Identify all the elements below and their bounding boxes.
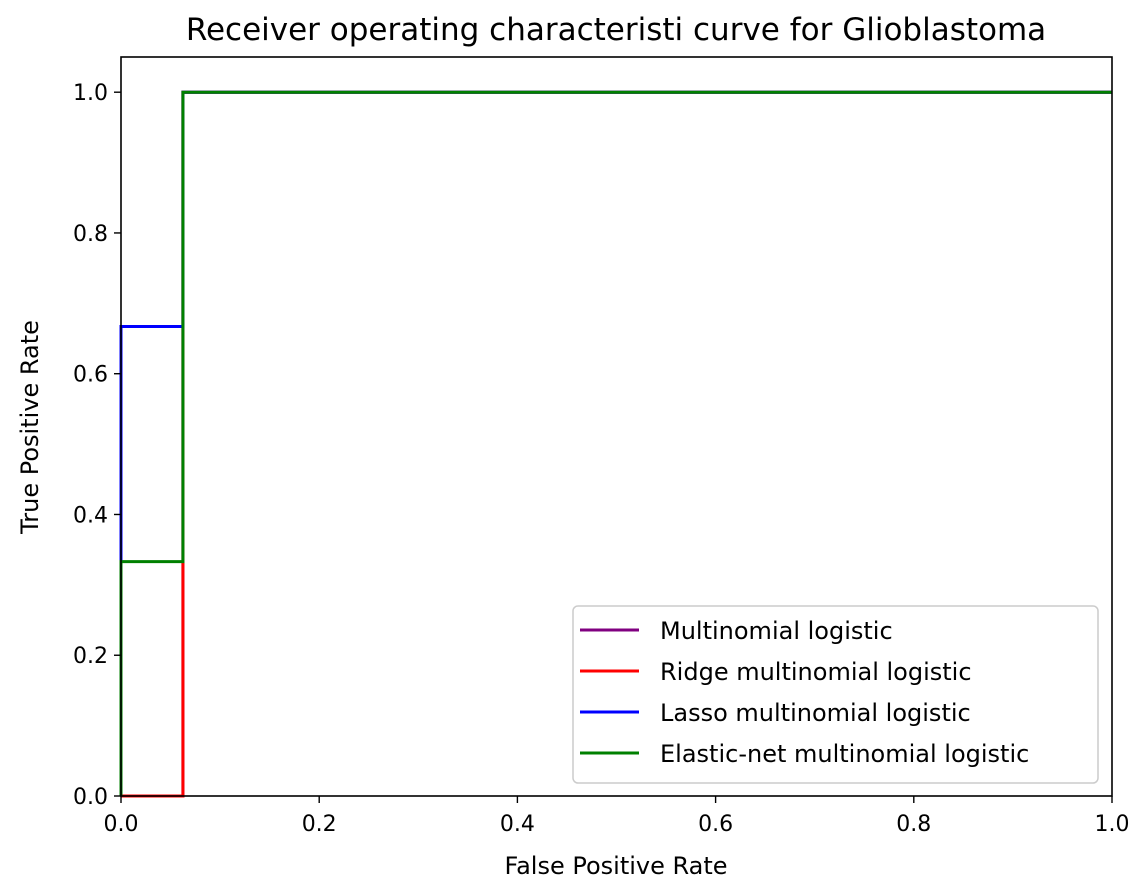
x-tick-label: 0.0 [104, 812, 139, 837]
y-tick-label: 0.8 [73, 222, 108, 247]
x-tick-label: 0.2 [302, 812, 337, 837]
plot-frame [120, 56, 1113, 797]
x-tick-label: 0.4 [500, 812, 535, 837]
y-tick-label: 1.0 [73, 81, 108, 106]
legend-box [572, 605, 1099, 784]
plot-area [119, 56, 1113, 798]
x-tick-label: 0.6 [698, 812, 733, 837]
y-axis-label: True Positive Rate [16, 320, 44, 535]
legend-label-1: Multinomial logistic [660, 617, 893, 645]
y-tick-label: 0.4 [73, 503, 108, 528]
y-tick-label: 0.2 [73, 644, 108, 669]
chart-title: Receiver operating characteristi curve f… [186, 12, 1046, 48]
y-tick-label: 0.6 [73, 363, 108, 388]
legend-label-4: Elastic-net multinomial logistic [660, 740, 1029, 768]
x-tick-label: 1.0 [1095, 812, 1130, 837]
x-axis-ticks: 0.0 0.2 0.4 0.6 0.8 1.0 [104, 796, 1130, 837]
x-tick-label: 0.8 [896, 812, 931, 837]
x-axis-label: False Positive Rate [504, 852, 727, 880]
y-tick-label: 0.0 [73, 785, 108, 810]
legend-label-3: Lasso multinomial logistic [660, 699, 971, 727]
y-axis-ticks: 0.0 0.2 0.4 0.6 0.8 1.0 [73, 81, 121, 810]
legend-label-2: Ridge multinomial logistic [660, 658, 972, 686]
legend: Multinomial logistic Ridge multinomial lo… [572, 605, 1099, 784]
